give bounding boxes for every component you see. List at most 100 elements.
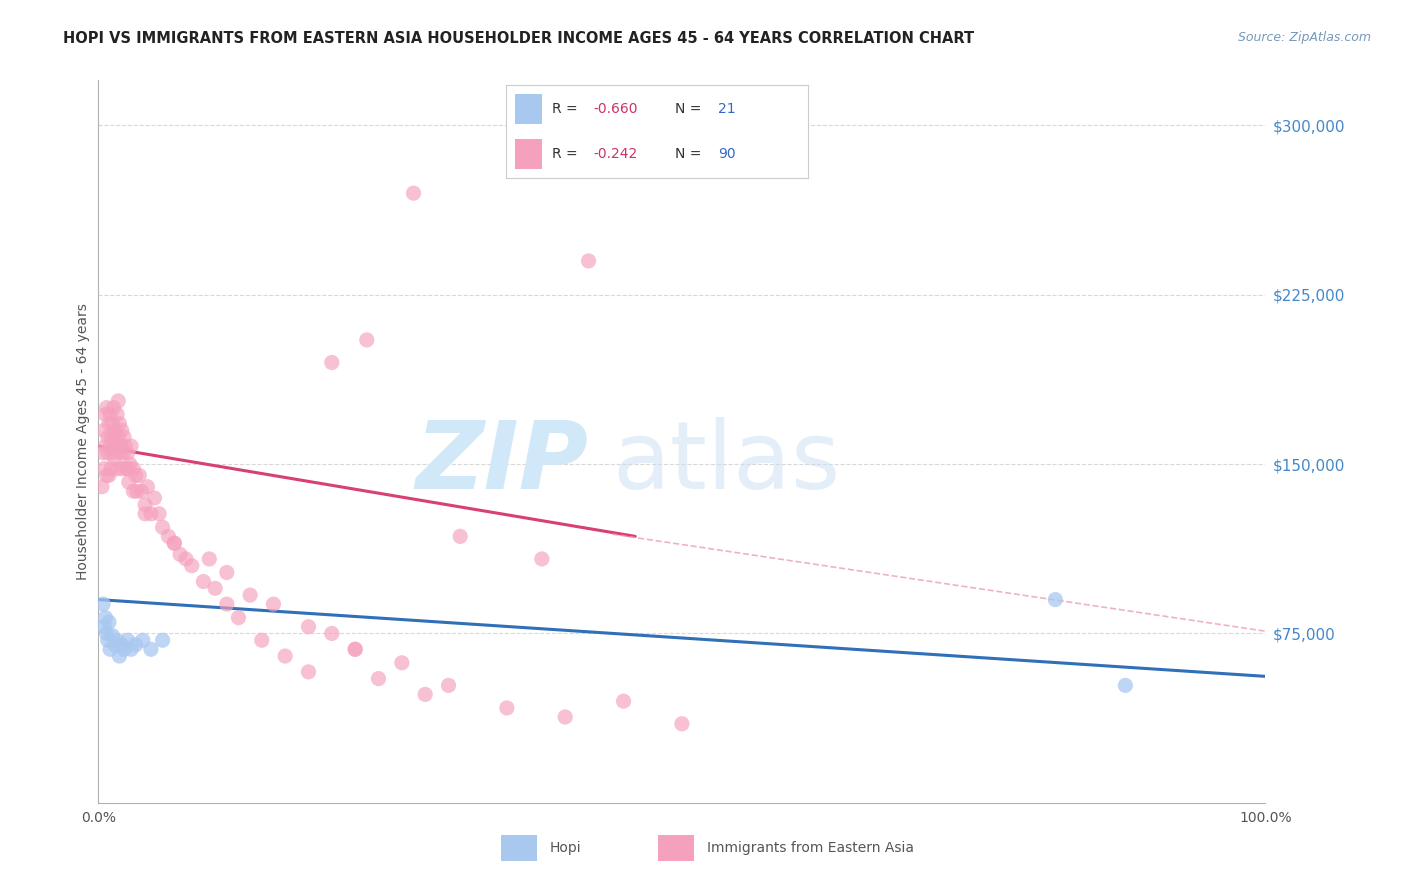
Point <box>114 439 136 453</box>
Point <box>297 620 319 634</box>
Text: R =: R = <box>551 102 576 116</box>
Point <box>215 566 238 580</box>
Text: 21: 21 <box>717 102 735 116</box>
Point <box>136 480 159 494</box>
Point <box>402 186 425 201</box>
Point <box>132 633 155 648</box>
Point <box>157 529 180 543</box>
Bar <box>515 139 543 169</box>
Point <box>250 633 273 648</box>
Point <box>117 633 139 648</box>
Point <box>112 430 135 444</box>
Point <box>193 574 215 589</box>
Point <box>152 520 174 534</box>
Point <box>125 468 148 483</box>
Text: R =: R = <box>551 147 576 161</box>
Point <box>108 446 131 460</box>
Point <box>321 355 343 369</box>
Point <box>117 461 139 475</box>
Point <box>344 642 367 657</box>
Point <box>578 253 600 268</box>
Point <box>180 558 202 573</box>
Bar <box>658 835 695 862</box>
Point <box>613 694 636 708</box>
Text: N =: N = <box>675 147 702 161</box>
Point <box>94 610 117 624</box>
Point <box>215 597 238 611</box>
Point <box>94 408 117 422</box>
Point <box>107 393 129 408</box>
Point <box>111 446 134 460</box>
Point <box>103 401 125 415</box>
Point <box>1114 678 1136 692</box>
Point <box>101 446 124 460</box>
Text: -0.242: -0.242 <box>593 147 638 161</box>
Point <box>163 536 186 550</box>
Point <box>100 430 122 444</box>
Point <box>1045 592 1067 607</box>
Point <box>115 461 138 475</box>
Point <box>174 552 197 566</box>
Point <box>120 439 142 453</box>
Point <box>96 401 118 415</box>
Point <box>91 597 114 611</box>
Point <box>111 461 134 475</box>
Point <box>139 642 162 657</box>
Text: ZIP: ZIP <box>416 417 589 509</box>
Text: Immigrants from Eastern Asia: Immigrants from Eastern Asia <box>707 841 914 855</box>
Point <box>530 552 553 566</box>
Point <box>163 536 186 550</box>
Y-axis label: Householder Income Ages 45 - 64 years: Householder Income Ages 45 - 64 years <box>76 303 90 580</box>
Point <box>111 423 134 437</box>
Point <box>96 626 118 640</box>
Point <box>97 615 120 630</box>
Text: Source: ZipAtlas.com: Source: ZipAtlas.com <box>1237 31 1371 45</box>
Point <box>125 638 148 652</box>
Point <box>134 498 156 512</box>
Point <box>104 638 127 652</box>
Point <box>110 439 132 453</box>
Point <box>239 588 262 602</box>
Point <box>104 452 127 467</box>
Point <box>262 597 284 611</box>
Point <box>152 633 174 648</box>
Point <box>671 716 693 731</box>
Point <box>101 417 124 431</box>
Point <box>131 484 153 499</box>
Point <box>198 552 221 566</box>
Point <box>97 468 120 483</box>
Point <box>97 430 120 444</box>
Point <box>98 439 121 453</box>
Text: atlas: atlas <box>612 417 841 509</box>
Point <box>391 656 413 670</box>
Point <box>97 417 120 431</box>
Point <box>104 423 127 437</box>
Point <box>90 480 112 494</box>
Point <box>148 507 170 521</box>
Text: Hopi: Hopi <box>550 841 582 855</box>
Point <box>108 648 131 663</box>
Point <box>122 484 145 499</box>
Point <box>134 507 156 521</box>
Point <box>125 484 148 499</box>
Point <box>100 461 122 475</box>
Point <box>105 633 128 648</box>
Text: HOPI VS IMMIGRANTS FROM EASTERN ASIA HOUSEHOLDER INCOME AGES 45 - 64 YEARS CORRE: HOPI VS IMMIGRANTS FROM EASTERN ASIA HOU… <box>63 31 974 46</box>
Point <box>111 638 134 652</box>
Point <box>139 507 162 521</box>
Point <box>118 457 141 471</box>
Point <box>98 408 121 422</box>
Point <box>97 633 120 648</box>
Point <box>103 434 125 449</box>
Bar <box>501 835 537 862</box>
Point <box>437 678 460 692</box>
Point <box>93 620 115 634</box>
Point <box>274 648 297 663</box>
Point <box>91 446 114 460</box>
Point <box>93 461 115 475</box>
Point <box>93 423 115 437</box>
Point <box>449 529 471 543</box>
Text: N =: N = <box>675 102 702 116</box>
Point <box>344 642 367 657</box>
Point <box>496 701 519 715</box>
